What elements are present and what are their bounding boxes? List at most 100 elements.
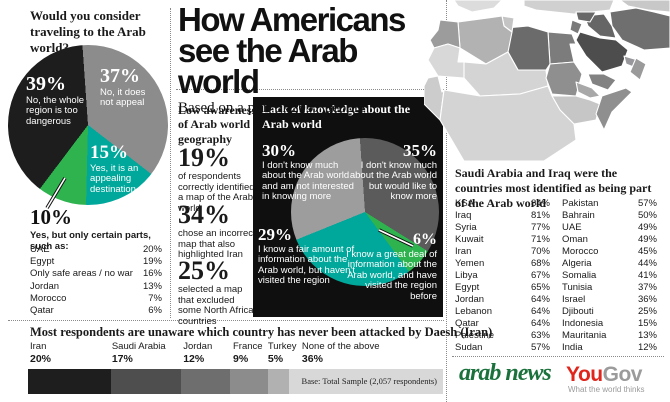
pct: 41% (637, 269, 657, 281)
map-central-asia (619, 0, 670, 13)
travel-slice-39-pct: 39% (26, 73, 66, 95)
country: Qatar (455, 317, 479, 329)
title-line1: How Americans (178, 1, 406, 38)
yougov-gov: Gov (602, 363, 643, 386)
identified-col1: KSA 84% Iraq 81% Syria 77% Kuwait 71% Iran 70… (455, 197, 550, 354)
bar-segment-saudi-arabia (110, 369, 181, 394)
map-algeria (457, 15, 513, 65)
table-row: Mauritania 13% (562, 330, 657, 342)
travel-slice-15-pct: 15% (90, 142, 128, 163)
divider-above-logos (452, 356, 664, 357)
bar-label-value: 12% (183, 353, 205, 365)
map-somalia (595, 87, 633, 131)
list-item: Jordan 13% (30, 280, 162, 292)
geography-stat-19: 19% of respondents correctly identified … (178, 145, 260, 215)
yougov-tagline: What the world thinks (568, 385, 645, 394)
mena-map (424, 0, 670, 161)
pct: 15% (637, 317, 657, 329)
stat-desc: selected a map that excluded some North … (178, 284, 259, 327)
travel-slice-10-pct: 10% (30, 205, 72, 229)
country: KSA (455, 197, 475, 209)
bar-label: Jordan 12% (183, 341, 212, 365)
bar-segment-none: Base: Total Sample (2,057 respondents) (288, 369, 443, 394)
pct: 57% (530, 342, 550, 354)
table-row: Syria 77% (455, 221, 550, 233)
list-item: Morocco 7% (30, 292, 162, 304)
knowledge-slice-29-pct: 29% (258, 225, 292, 244)
table-row: Kuwait 71% (455, 233, 550, 245)
bar-label-name: Turkey (267, 341, 297, 352)
identified-heading: Saudi Arabia and Iraq were the countries… (455, 166, 652, 210)
knowledge-slice-6-pct: 6% (413, 231, 437, 248)
travel-slice-15-label: Yes, it is an appealing destination (90, 162, 139, 195)
item-label: Only safe areas / no war (30, 268, 133, 280)
table-row: Algeria 44% (562, 257, 657, 269)
country: Djibouti (562, 305, 594, 317)
country: Yemen (455, 257, 485, 269)
country: Mauritania (562, 330, 607, 342)
map-iran (609, 7, 670, 51)
pct: 81% (530, 209, 550, 221)
geography-stat-34: 34% chose an incorrect map that also hig… (178, 200, 260, 261)
table-row: Lebanon 64% (455, 305, 550, 317)
pct: 70% (530, 245, 550, 257)
pct: 13% (637, 330, 657, 342)
country: Egypt (455, 281, 480, 293)
table-row: Libya 67% (455, 269, 550, 281)
knowledge-heading: Lack of knowledge about the Arab world (262, 102, 411, 131)
list-item: Only safe areas / no war 16% (30, 268, 162, 280)
divider-right-column (446, 0, 447, 402)
table-row: KSA 84% (455, 197, 550, 209)
stat-pct: 25% (178, 256, 230, 285)
divider-left-column (170, 8, 171, 318)
table-row: Pakistan 57% (562, 197, 657, 209)
travel-slice-37-pct: 37% (100, 65, 140, 87)
map-syria (575, 11, 597, 23)
travel-pie-chart (8, 45, 168, 205)
pct: 71% (530, 233, 550, 245)
country: UAE (562, 221, 582, 233)
list-item: Qatar 6% (30, 304, 162, 316)
pct: 68% (530, 257, 550, 269)
stat-desc: chose an incorrect map that also highlig… (178, 228, 256, 261)
list-item: Egypt 19% (30, 255, 162, 267)
country: Tunisia (562, 281, 593, 293)
table-row: Israel 36% (562, 293, 657, 305)
page-title: How Americans see the Arab world Based o… (178, 1, 440, 117)
item-value: 19% (142, 255, 162, 267)
map-jordan (569, 19, 583, 35)
country: Pakistan (562, 197, 599, 209)
pct: 12% (637, 342, 657, 354)
bar-label-name: Jordan (183, 341, 213, 352)
bar-segment-iran (28, 369, 111, 394)
item-value: 20% (142, 243, 162, 255)
daesh-stacked-bar: Base: Total Sample (2,057 respondents) (28, 369, 443, 394)
travel-slice-15: 15% Yes, it is an appealing destination (90, 143, 156, 195)
country: India (562, 342, 583, 354)
country: Palestine (455, 330, 495, 342)
knowledge-slice-6-label: I know a great deal of information about… (346, 248, 437, 302)
bar-segment-jordan (180, 369, 231, 394)
table-row: Sudan 57% (455, 342, 550, 354)
item-label: Qatar (30, 305, 54, 317)
stat-pct: 34% (178, 200, 230, 229)
pct: 64% (530, 305, 550, 317)
country: Libya (455, 269, 478, 281)
pct: 57% (637, 197, 657, 209)
table-row: India 12% (562, 342, 657, 354)
certain-parts-list: UAE 20% Egypt 19% Only safe areas / no war… (30, 243, 162, 317)
item-value: 13% (142, 280, 162, 292)
pct: 84% (530, 197, 550, 209)
knowledge-slice-30-pct: 30% (262, 141, 296, 160)
country: Iran (455, 245, 472, 257)
knowledge-slice-29: 29% I know a fair amount of information … (258, 226, 358, 287)
pct: 36% (637, 293, 657, 305)
bar-label-value: 5% (267, 353, 284, 365)
bar-label: None of the above 36% (302, 341, 380, 365)
divider-above-bar-section (8, 320, 444, 321)
table-row: Somalia 41% (562, 269, 657, 281)
country: Israel (562, 293, 586, 305)
certain-parts-intro: Yes, but only certain parts, such as: (30, 230, 151, 252)
travel-slice-37: 37% No, it does not appeal (100, 66, 160, 109)
